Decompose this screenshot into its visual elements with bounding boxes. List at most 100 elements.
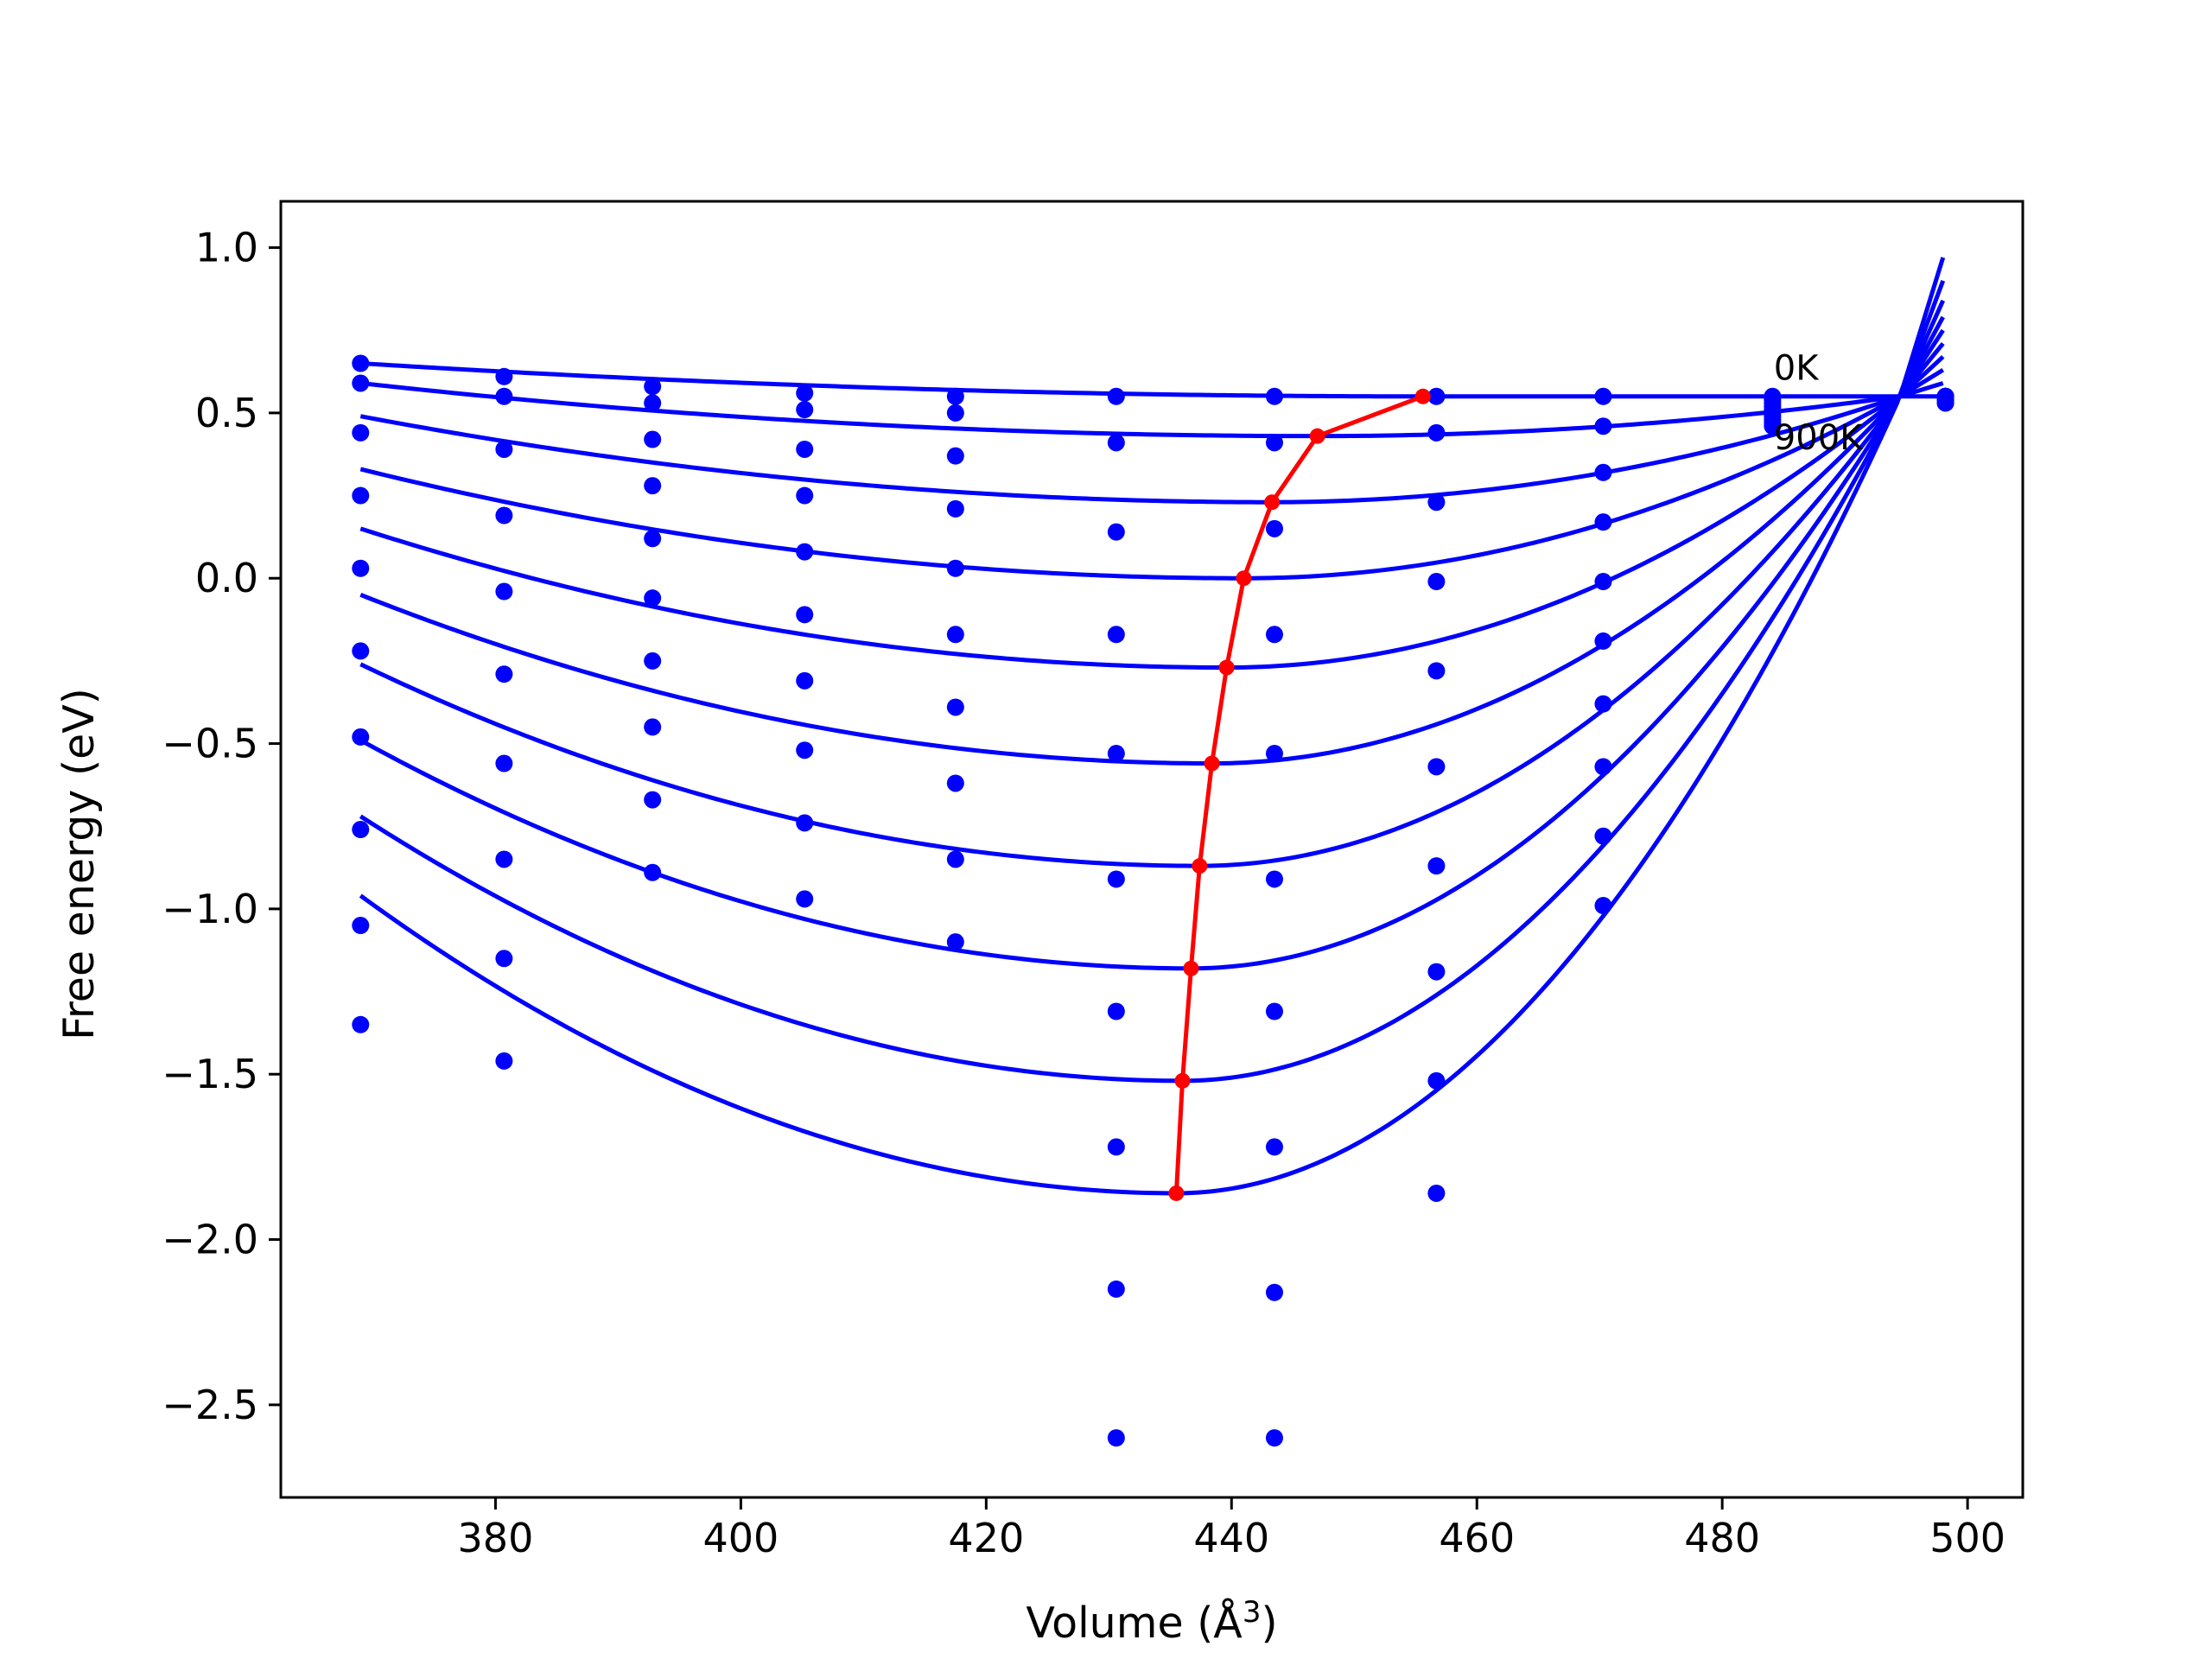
data-point-5-0 — [1107, 387, 1125, 405]
data-point-1-7 — [495, 850, 513, 868]
data-point-7-0 — [1427, 387, 1446, 405]
minimum-point-2 — [1264, 494, 1281, 511]
data-point-8-5 — [1594, 632, 1612, 650]
data-point-3-3 — [796, 486, 814, 505]
y-axis-title: Free energy (eV) — [54, 688, 104, 1040]
data-point-0-6 — [352, 728, 370, 746]
minimum-point-4 — [1218, 659, 1235, 676]
data-point-8-3 — [1594, 513, 1612, 531]
data-point-7-7 — [1427, 963, 1446, 981]
data-point-1-9 — [495, 1052, 513, 1070]
data-point-0-8 — [352, 917, 370, 935]
data-point-4-8 — [946, 850, 964, 868]
data-point-2-1 — [644, 394, 662, 412]
data-point-1-3 — [495, 506, 513, 524]
fit-curve-4 — [359, 341, 1945, 671]
fit-curve-8 — [359, 279, 1946, 1084]
minimum-point-0 — [1414, 388, 1431, 404]
data-point-2-3 — [644, 477, 662, 495]
x-tick-label-6: 500 — [1929, 1515, 2005, 1561]
data-point-5-5 — [1107, 870, 1125, 888]
data-point-0-0 — [352, 354, 370, 372]
data-point-4-4 — [946, 559, 964, 577]
fit-curve-2 — [359, 368, 1945, 505]
data-point-5-2 — [1107, 523, 1125, 541]
data-point-5-4 — [1107, 745, 1125, 763]
data-point-7-1 — [1427, 423, 1446, 442]
data-point-3-7 — [796, 741, 814, 760]
x-tick-label-3: 440 — [1193, 1515, 1269, 1561]
data-point-6-2 — [1265, 519, 1283, 537]
axes: 380 400 420 440 460 480 500 1.0 0.5 0.0 −0.5 −1.0 −1… — [162, 200, 2024, 1561]
x-axis-title-end: ) — [1261, 1599, 1277, 1648]
x-tick-label-2: 420 — [948, 1515, 1024, 1561]
y-tick-label-2: 0.0 — [195, 555, 258, 601]
x-axis-title-superscript: 3 — [1243, 1595, 1262, 1630]
data-point-0-5 — [352, 642, 370, 660]
data-point-5-8 — [1107, 1280, 1125, 1298]
data-point-6-5 — [1265, 870, 1283, 888]
data-point-6-3 — [1265, 626, 1283, 644]
data-point-8-2 — [1594, 463, 1612, 481]
data-point-9-9 — [1764, 417, 1782, 435]
data-point-6-7 — [1265, 1138, 1283, 1156]
plot-frame — [279, 200, 2024, 1499]
minimum-point-9 — [1168, 1185, 1185, 1201]
y-tick-label-7: −2.5 — [162, 1382, 258, 1428]
data-point-1-6 — [495, 754, 513, 772]
data-point-2-0 — [644, 378, 662, 396]
data-point-4-6 — [946, 698, 964, 716]
data-point-5-9 — [1107, 1429, 1125, 1447]
data-point-1-1 — [495, 387, 513, 405]
data-point-7-4 — [1427, 662, 1446, 680]
data-point-2-9 — [644, 863, 662, 881]
data-point-4-7 — [946, 774, 964, 792]
data-point-4-0 — [946, 387, 964, 405]
annotation-0: 0K — [1774, 349, 1820, 389]
x-tick-label-4: 460 — [1439, 1515, 1515, 1561]
data-point-0-9 — [352, 1015, 370, 1033]
y-tick-label-5: −1.5 — [162, 1051, 258, 1097]
data-point-8-6 — [1594, 695, 1612, 713]
data-point-2-4 — [644, 530, 662, 548]
x-tick-label-5: 480 — [1684, 1515, 1760, 1561]
data-point-2-2 — [644, 430, 662, 448]
data-point-2-5 — [644, 589, 662, 607]
data-point-2-8 — [644, 791, 662, 809]
data-point-3-1 — [796, 401, 814, 419]
x-tick-label-0: 380 — [458, 1515, 534, 1561]
data-point-6-1 — [1265, 434, 1283, 452]
data-point-1-0 — [495, 367, 513, 385]
x-axis-title: Volume (Å3) — [1026, 1595, 1277, 1648]
data-point-3-6 — [796, 671, 814, 690]
data-point-0-2 — [352, 423, 370, 442]
minimum-point-8 — [1174, 1072, 1191, 1089]
data-point-5-3 — [1107, 626, 1125, 644]
data-point-4-9 — [946, 933, 964, 951]
data-point-4-2 — [946, 447, 964, 465]
minimum-point-7 — [1183, 960, 1199, 976]
data-point-4-3 — [946, 499, 964, 518]
data-point-2-7 — [644, 718, 662, 736]
data-point-7-5 — [1427, 758, 1446, 776]
data-point-5-6 — [1107, 1002, 1125, 1020]
data-point-3-8 — [796, 814, 814, 832]
minima-path-line — [1173, 394, 1424, 1194]
data-point-6-6 — [1265, 1002, 1283, 1020]
data-point-1-4 — [495, 582, 513, 601]
fit-curve-0 — [360, 361, 1943, 399]
fit-curve-9 — [359, 257, 1946, 1196]
y-tick-label-4: −1.0 — [162, 886, 258, 932]
data-point-5-7 — [1107, 1138, 1125, 1156]
plot-area: 0K 900K — [352, 257, 1955, 1447]
data-point-3-9 — [796, 890, 814, 908]
data-point-1-5 — [495, 665, 513, 683]
annotation-1: 900K — [1774, 418, 1864, 458]
data-point-2-6 — [644, 652, 662, 670]
fit-curve-5 — [359, 328, 1945, 766]
data-point-8-1 — [1594, 417, 1612, 435]
data-point-1-2 — [495, 440, 513, 458]
data-point-6-4 — [1265, 745, 1283, 763]
x-axis-title-main: Volume (Å — [1026, 1597, 1243, 1648]
